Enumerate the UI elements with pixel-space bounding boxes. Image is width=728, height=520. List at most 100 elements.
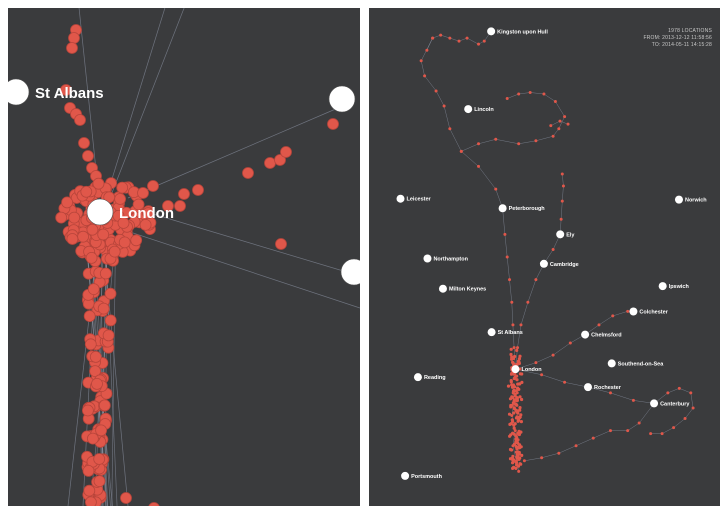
city-label: Southend-on-Sea <box>618 361 664 367</box>
location-point <box>506 384 511 388</box>
city-southend-on-sea[interactable]: Southend-on-Sea <box>607 359 664 368</box>
track-line <box>461 92 565 152</box>
city-dot[interactable] <box>438 284 447 293</box>
city-dot[interactable] <box>650 399 659 408</box>
location-point <box>689 391 693 395</box>
location-point <box>505 255 509 259</box>
location-point <box>551 353 555 357</box>
track-line <box>515 368 589 388</box>
city-marker[interactable] <box>328 85 356 113</box>
city-dot[interactable] <box>86 198 114 226</box>
location-point <box>518 408 522 412</box>
location-point <box>89 350 102 363</box>
location-point <box>691 406 695 410</box>
location-point <box>677 386 681 390</box>
date-to: TO: 2014-05-11 14:15:28 <box>651 42 712 48</box>
city-dot[interactable] <box>401 471 410 480</box>
city-dot[interactable] <box>413 373 422 382</box>
location-point <box>660 432 664 436</box>
location-point <box>132 198 145 211</box>
location-point <box>60 84 72 96</box>
city-dot[interactable] <box>556 230 565 239</box>
location-point <box>520 453 524 457</box>
city-dot[interactable] <box>607 359 616 368</box>
city-dot[interactable] <box>423 254 432 263</box>
overview-map-canvas[interactable]: Kingston upon Hull Lincoln Leicester Peterb… <box>369 8 720 506</box>
city-lincoln[interactable]: Lincoln <box>464 105 494 114</box>
city-dot[interactable] <box>658 282 667 291</box>
location-point <box>520 397 524 402</box>
location-point <box>85 251 98 264</box>
city-dot[interactable] <box>583 383 592 392</box>
city-dot[interactable] <box>539 259 548 268</box>
location-point <box>559 217 563 221</box>
location-point <box>419 59 423 63</box>
location-point <box>512 407 517 411</box>
city-markers: Kingston upon Hull Lincoln Leicester Peterb… <box>396 27 707 480</box>
city-chelmsford[interactable]: Chelmsford <box>581 330 622 339</box>
city-northampton[interactable]: Northampton <box>423 254 469 263</box>
location-point <box>515 374 519 378</box>
location-point <box>431 36 435 40</box>
city-dot[interactable] <box>581 330 590 339</box>
location-point <box>557 127 561 131</box>
city-milton-keynes[interactable]: Milton Keynes <box>438 284 486 293</box>
location-point <box>516 386 520 390</box>
city-rochester[interactable]: Rochester <box>583 383 622 392</box>
city-label: Colchester <box>639 309 668 315</box>
location-point <box>61 196 73 209</box>
location-point <box>560 199 564 203</box>
location-point <box>434 89 438 93</box>
track-line <box>502 208 516 370</box>
location-point <box>120 492 132 504</box>
location-point <box>519 420 523 424</box>
city-portsmouth[interactable]: Portsmouth <box>401 471 443 480</box>
zoomed-map-panel[interactable]: St Albans London <box>8 8 360 506</box>
city-dot[interactable] <box>498 204 507 213</box>
city-label: Milton Keynes <box>449 287 486 293</box>
city-reading[interactable]: Reading <box>413 373 446 382</box>
city-canterbury[interactable]: Canterbury <box>650 399 690 408</box>
location-point <box>274 154 286 166</box>
zoomed-map-canvas[interactable]: St Albans London <box>8 8 360 506</box>
city-peterborough[interactable]: Peterborough <box>498 204 546 213</box>
location-point <box>514 402 518 406</box>
city-dot[interactable] <box>464 105 473 114</box>
city-dot[interactable] <box>511 365 520 374</box>
location-point <box>517 142 521 146</box>
city-ipswich[interactable]: Ipswich <box>658 282 690 291</box>
location-point <box>518 462 522 466</box>
city-cambridge[interactable]: Cambridge <box>539 259 579 268</box>
city-label: Portsmouth <box>411 474 443 480</box>
location-point <box>514 416 519 420</box>
city-marker[interactable] <box>340 258 360 286</box>
city-dot[interactable] <box>674 195 683 204</box>
city-leicester[interactable]: Leicester <box>396 194 432 203</box>
city-dot[interactable] <box>629 307 638 316</box>
city-label: London <box>521 367 542 373</box>
city-st-albans[interactable]: St Albans <box>8 78 104 106</box>
city-dot[interactable] <box>340 258 360 286</box>
city-norwich[interactable]: Norwich <box>674 195 707 204</box>
city-dot[interactable] <box>487 27 496 36</box>
location-point <box>98 399 111 412</box>
city-kingston-upon-hull[interactable]: Kingston upon Hull <box>487 27 548 36</box>
city-st-albans[interactable]: St Albans <box>487 328 523 337</box>
city-ely[interactable]: Ely <box>556 230 575 239</box>
city-dot[interactable] <box>396 194 405 203</box>
overview-map-panel[interactable]: Kingston upon Hull Lincoln Leicester Peterb… <box>369 8 720 506</box>
city-dot[interactable] <box>328 85 356 113</box>
city-colchester[interactable]: Colchester <box>629 307 669 316</box>
city-dot[interactable] <box>8 78 30 106</box>
location-point <box>104 287 117 300</box>
location-point <box>514 389 518 393</box>
city-dot[interactable] <box>487 328 496 337</box>
location-point <box>139 218 152 231</box>
location-point <box>494 187 498 191</box>
city-london[interactable]: London <box>511 365 542 374</box>
city-london[interactable]: London <box>86 198 174 226</box>
location-point <box>511 458 516 462</box>
location-point <box>608 391 612 395</box>
location-point <box>83 484 96 497</box>
location-point <box>512 411 516 415</box>
